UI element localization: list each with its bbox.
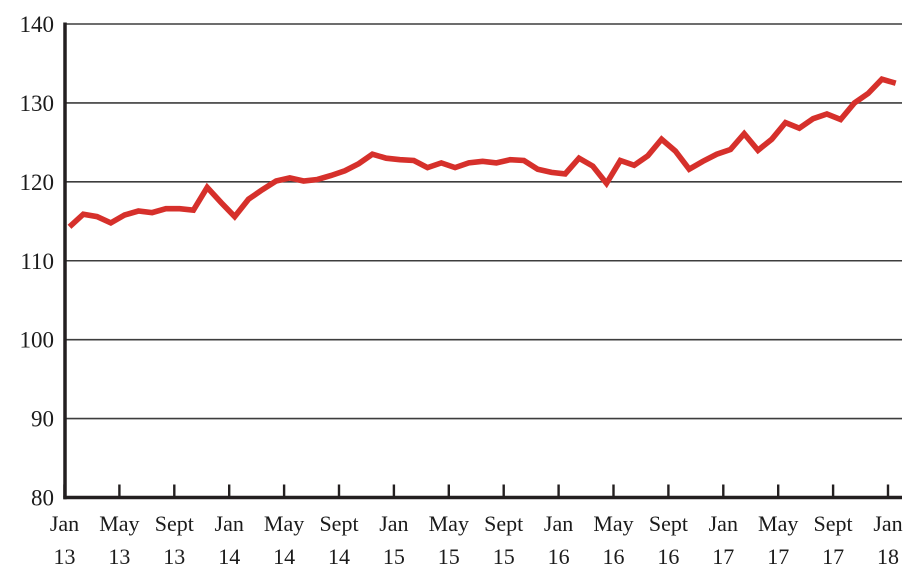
x-axis-tick-month: Jan	[709, 511, 738, 536]
x-axis-tick-month: Jan	[873, 511, 902, 536]
x-axis-tick-year: 15	[493, 544, 515, 569]
y-axis-tick-label: 100	[20, 328, 55, 353]
x-axis-tick-month: Jan	[379, 511, 408, 536]
x-axis-tick-month: Sept	[649, 511, 688, 536]
x-axis-tick-month: Sept	[814, 511, 853, 536]
x-axis-tick-year: 17	[712, 544, 734, 569]
x-axis-tick-year: 16	[657, 544, 679, 569]
x-axis-tick-year: 16	[548, 544, 570, 569]
x-axis-tick-month: Sept	[484, 511, 523, 536]
data-line-series	[67, 76, 897, 229]
x-axis-tick-month: May	[264, 511, 304, 536]
y-axis-tick-label: 80	[31, 486, 54, 511]
y-axis-tick-label: 120	[20, 170, 55, 195]
x-axis-tick-year: 14	[218, 544, 240, 569]
x-axis-tick-month: May	[758, 511, 798, 536]
y-axis-tick-label: 90	[31, 407, 54, 432]
x-axis-tick-month: Jan	[50, 511, 79, 536]
x-axis-tick-month: Jan	[215, 511, 244, 536]
x-axis-tick-year: 14	[273, 544, 295, 569]
x-axis-tick-year: 13	[108, 544, 130, 569]
x-axis-tick-year: 13	[54, 544, 76, 569]
x-axis-tick-month: May	[429, 511, 469, 536]
y-axis-tick-label: 130	[20, 91, 55, 116]
x-axis-tick-month: Jan	[544, 511, 573, 536]
x-axis-tick-year: 15	[438, 544, 460, 569]
y-axis-tick-label: 140	[20, 12, 55, 37]
x-axis-tick-year: 17	[767, 544, 789, 569]
x-axis-tick-year: 13	[163, 544, 185, 569]
x-axis-tick-month: May	[593, 511, 633, 536]
x-axis-tick-month: Sept	[155, 511, 194, 536]
x-axis-tick-year: 16	[603, 544, 625, 569]
x-axis-tick-year: 14	[328, 544, 350, 569]
x-axis-tick-year: 18	[877, 544, 899, 569]
x-axis-tick-year: 15	[383, 544, 405, 569]
x-axis-tick-month: May	[99, 511, 139, 536]
x-axis-tick-month: Sept	[319, 511, 358, 536]
x-axis-tick-year: 17	[822, 544, 844, 569]
y-axis-tick-label: 110	[20, 249, 54, 274]
